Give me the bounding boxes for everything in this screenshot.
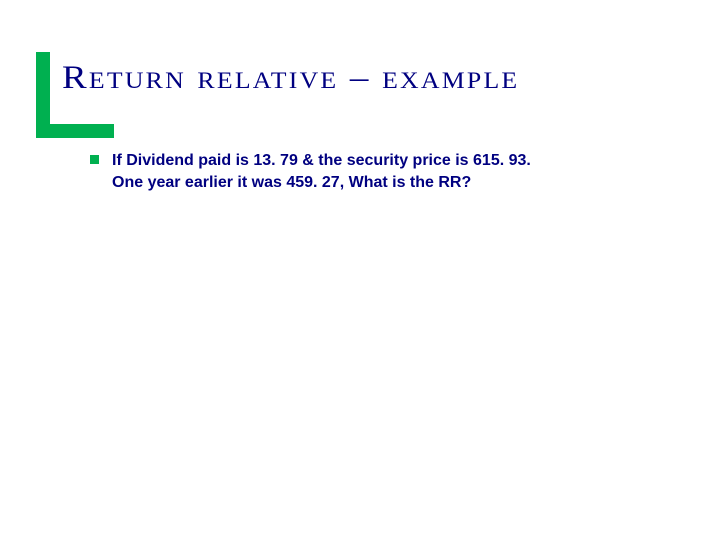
slide-title: Return relative – example [62,60,519,97]
accent-bar-vertical [36,52,50,134]
slide-body: If Dividend paid is 13. 79 & the securit… [112,150,680,193]
bullet-marker [90,155,99,164]
body-line-1: If Dividend paid is 13. 79 & the securit… [112,152,531,169]
body-line-2: One year earlier it was 459. 27, What is… [112,174,471,191]
accent-bar-horizontal [36,124,114,138]
slide: Return relative – example If Dividend pa… [0,0,720,540]
